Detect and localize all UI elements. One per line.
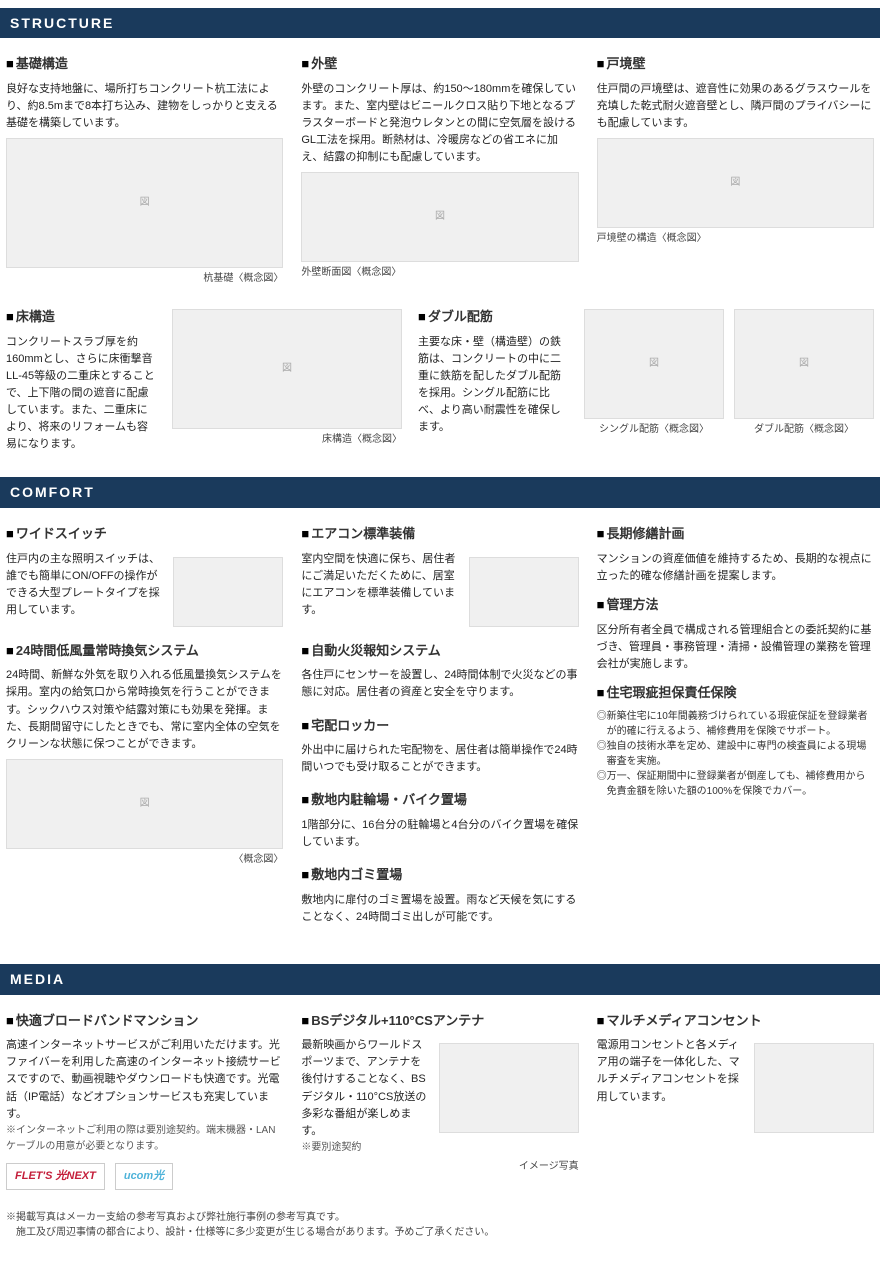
body-fire-alarm: 各住戸にセンサーを設置し、24時間体制で火災などの事態に対応。居住者の資産と安全… (301, 667, 578, 701)
item-aircon: エアコン標準装備 室内空間を快適に保ち、居住者にご満足いただくために、居室にエア… (301, 524, 578, 627)
item-insurance: 住宅瑕疵担保責任保険 ◎新築住宅に10年間義務づけられている瑕疵保証を登録業者が… (597, 683, 874, 800)
col-foundation: 基礎構造 良好な支持地盤に、場所打ちコンクリート杭工法により、約8.5mまで8本… (6, 50, 283, 287)
caption-exterior: 外壁断面図〈概念図〉 (301, 265, 578, 281)
caption-bs-cs: イメージ写真 (301, 1159, 578, 1175)
heading-fire-alarm: 自動火災報知システム (301, 641, 578, 662)
diagram-floor: 図 (172, 309, 402, 429)
image-wide-switch (173, 557, 283, 627)
heading-parking: 敷地内駐輪場・バイク置場 (301, 790, 578, 811)
diagram-exterior: 図 (301, 172, 578, 262)
heading-management: 管理方法 (597, 595, 874, 616)
insurance-note-3: ◎万一、保証期間中に登録業者が倒産しても、補修費用から免責金額を除いた額の100… (597, 769, 874, 799)
body-parking: 1階部分に、16台分の駐輪場と4台分のバイク置場を確保しています。 (301, 817, 578, 851)
item-parking: 敷地内駐輪場・バイク置場 1階部分に、16台分の駐輪場と4台分のバイク置場を確保… (301, 790, 578, 851)
diagram-rebar-double: 図 (734, 309, 874, 419)
heading-garbage: 敷地内ゴミ置場 (301, 865, 578, 886)
footnote-1: ※掲載写真はメーカー支給の参考写真および弊社施行事例の参考写真です。 (6, 1210, 874, 1225)
heading-partition: 戸境壁 (597, 54, 874, 75)
body-floor: コンクリートスラブ厚を約160mmとし、さらに床衝撃音LL-45等級の二重床とす… (6, 334, 156, 453)
insurance-notes: ◎新築住宅に10年間義務づけられている瑕疵保証を登録業者が的確に行えるよう、補修… (597, 709, 874, 799)
footnote-2: 施工及び周辺事情の都合により、設計・仕様等に多少変更が生じる場合があります。予め… (6, 1225, 874, 1240)
comfort-col-middle: エアコン標準装備 室内空間を快適に保ち、居住者にご満足いただくために、居室にエア… (301, 520, 578, 940)
image-multimedia (754, 1043, 874, 1133)
heading-rebar: ダブル配筋 (418, 307, 568, 328)
caption-ventilation: 〈概念図〉 (6, 852, 283, 868)
body-foundation: 良好な支持地盤に、場所打ちコンクリート杭工法により、約8.5mまで8本打ち込み、… (6, 81, 283, 132)
body-ventilation: 24時間、新鮮な外気を取り入れる低風量換気システムを採用。室内の給気口から常時換… (6, 667, 283, 752)
body-rebar: 主要な床・壁（構造壁）の鉄筋は、コンクリートの中に二重に鉄筋を配したダブル配筋を… (418, 334, 568, 436)
structure-row-1: 基礎構造 良好な支持地盤に、場所打ちコンクリート杭工法により、約8.5mまで8本… (0, 50, 880, 303)
note-bs-cs: ※要別途契約 (301, 1140, 578, 1156)
media-row: 快適ブロードバンドマンション 高速インターネットサービスがご利用いただけます。光… (0, 1007, 880, 1207)
heading-broadband: 快適ブロードバンドマンション (6, 1011, 283, 1032)
item-wide-switch: ワイドスイッチ 住戸内の主な照明スイッチは、誰でも簡単にON/OFFの操作ができ… (6, 524, 283, 627)
caption-rebar-double: ダブル配筋〈概念図〉 (734, 422, 874, 438)
media-col-broadband: 快適ブロードバンドマンション 高速インターネットサービスがご利用いただけます。光… (6, 1007, 283, 1191)
col-rebar-diagram: 図 シングル配筋〈概念図〉 図 ダブル配筋〈概念図〉 (584, 303, 874, 453)
section-bar-media: MEDIA (0, 964, 880, 994)
col-floor-text: 床構造 コンクリートスラブ厚を約160mmとし、さらに床衝撃音LL-45等級の二… (6, 303, 156, 453)
heading-insurance: 住宅瑕疵担保責任保険 (597, 683, 874, 704)
comfort-row: ワイドスイッチ 住戸内の主な照明スイッチは、誰でも簡単にON/OFFの操作ができ… (0, 520, 880, 956)
logo-flets: FLET'S 光NEXT (6, 1163, 105, 1191)
heading-delivery-locker: 宅配ロッカー (301, 716, 578, 737)
image-bs-cs (439, 1043, 579, 1133)
item-management: 管理方法 区分所有者全員で構成される管理組合との委託契約に基づき、管理員・事務管… (597, 595, 874, 673)
caption-foundation: 杭基礎〈概念図〉 (6, 271, 283, 287)
col-floor-diagram: 図 床構造〈概念図〉 (172, 303, 402, 453)
comfort-col-right: 長期修繕計画 マンションの資産価値を維持するため、長期的な視点に立った的確な修繕… (597, 520, 874, 940)
heading-multimedia: マルチメディアコンセント (597, 1011, 874, 1032)
image-aircon (469, 557, 579, 627)
body-garbage: 敷地内に扉付のゴミ置場を設置。雨など天候を気にすることなく、24時間ゴミ出しが可… (301, 892, 578, 926)
caption-floor: 床構造〈概念図〉 (172, 432, 402, 448)
body-delivery-locker: 外出中に届けられた宅配物を、居住者は簡単操作で24時間いつでも受け取ることができ… (301, 742, 578, 776)
heading-repair-plan: 長期修繕計画 (597, 524, 874, 545)
footnote-block: ※掲載写真はメーカー支給の参考写真および弊社施行事例の参考写真です。 施工及び周… (0, 1206, 880, 1252)
item-fire-alarm: 自動火災報知システム 各住戸にセンサーを設置し、24時間体制で火災などの事態に対… (301, 641, 578, 702)
heading-foundation: 基礎構造 (6, 54, 283, 75)
item-garbage: 敷地内ゴミ置場 敷地内に扉付のゴミ置場を設置。雨など天候を気にすることなく、24… (301, 865, 578, 926)
body-broadband: 高速インターネットサービスがご利用いただけます。光ファイバーを利用した高速のイン… (6, 1037, 283, 1122)
insurance-note-1: ◎新築住宅に10年間義務づけられている瑕疵保証を登録業者が的確に行えるよう、補修… (597, 709, 874, 739)
heading-ventilation: 24時間低風量常時換気システム (6, 641, 283, 662)
body-repair-plan: マンションの資産価値を維持するため、長期的な視点に立った的確な修繕計画を提案しま… (597, 551, 874, 585)
body-partition: 住戸間の戸境壁は、遮音性に効果のあるグラスウールを充填した乾式耐火遮音壁とし、隣… (597, 81, 874, 132)
comfort-col-left: ワイドスイッチ 住戸内の主な照明スイッチは、誰でも簡単にON/OFFの操作ができ… (6, 520, 283, 940)
item-repair-plan: 長期修繕計画 マンションの資産価値を維持するため、長期的な視点に立った的確な修繕… (597, 524, 874, 585)
broadband-logos: FLET'S 光NEXT ucom光 (6, 1163, 283, 1191)
heading-bs-cs: BSデジタル+110°CSアンテナ (301, 1011, 578, 1032)
col-partition: 戸境壁 住戸間の戸境壁は、遮音性に効果のあるグラスウールを充填した乾式耐火遮音壁… (597, 50, 874, 287)
item-delivery-locker: 宅配ロッカー 外出中に届けられた宅配物を、居住者は簡単操作で24時間いつでも受け… (301, 716, 578, 777)
media-col-bs-cs: BSデジタル+110°CSアンテナ 最新映画からワールドスポーツまで、アンテナを… (301, 1007, 578, 1191)
heading-wide-switch: ワイドスイッチ (6, 524, 283, 545)
section-bar-comfort: COMFORT (0, 477, 880, 507)
note-broadband: ※インターネットご利用の際は要別途契約。端末機器・LANケーブルの用意が必要とな… (6, 1123, 283, 1155)
item-ventilation: 24時間低風量常時換気システム 24時間、新鮮な外気を取り入れる低風量換気システ… (6, 641, 283, 868)
caption-rebar-single: シングル配筋〈概念図〉 (584, 422, 724, 438)
section-bar-structure: STRUCTURE (0, 8, 880, 38)
logo-ucom: ucom光 (115, 1163, 173, 1191)
diagram-foundation: 図 (6, 138, 283, 268)
media-col-multimedia: マルチメディアコンセント 電源用コンセントと各メディア用の端子を一体化した、マル… (597, 1007, 874, 1191)
diagram-ventilation: 図 (6, 759, 283, 849)
body-exterior: 外壁のコンクリート厚は、約150～180mmを確保しています。また、室内壁はビニ… (301, 81, 578, 166)
diagram-partition: 図 (597, 138, 874, 228)
col-exterior: 外壁 外壁のコンクリート厚は、約150～180mmを確保しています。また、室内壁… (301, 50, 578, 287)
heading-floor: 床構造 (6, 307, 156, 328)
heading-exterior: 外壁 (301, 54, 578, 75)
col-rebar-text: ダブル配筋 主要な床・壁（構造壁）の鉄筋は、コンクリートの中に二重に鉄筋を配した… (418, 303, 568, 453)
diagram-rebar-single: 図 (584, 309, 724, 419)
body-management: 区分所有者全員で構成される管理組合との委託契約に基づき、管理員・事務管理・清掃・… (597, 622, 874, 673)
structure-row-2: 床構造 コンクリートスラブ厚を約160mmとし、さらに床衝撃音LL-45等級の二… (0, 303, 880, 469)
heading-aircon: エアコン標準装備 (301, 524, 578, 545)
insurance-note-2: ◎独自の技術水準を定め、建設中に専門の検査員による現場審査を実施。 (597, 739, 874, 769)
caption-partition: 戸境壁の構造〈概念図〉 (597, 231, 874, 247)
